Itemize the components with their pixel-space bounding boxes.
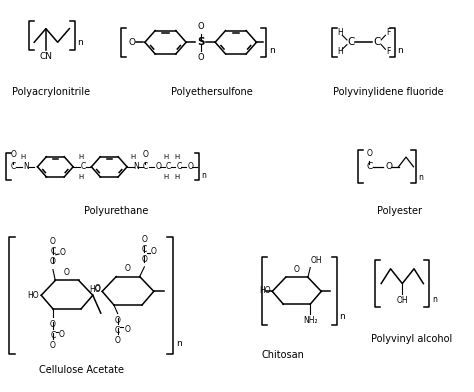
Text: H: H — [174, 174, 179, 180]
Text: C: C — [366, 162, 373, 171]
Text: n: n — [176, 339, 182, 348]
Text: OH: OH — [396, 296, 408, 305]
Text: H: H — [130, 154, 136, 160]
Text: C: C — [347, 37, 355, 47]
Text: H: H — [174, 154, 179, 160]
Text: n: n — [432, 295, 437, 304]
Text: HO: HO — [27, 291, 39, 300]
Text: C: C — [166, 162, 171, 171]
Text: H: H — [21, 154, 26, 160]
Text: F: F — [386, 47, 391, 56]
Text: C: C — [50, 331, 55, 340]
Text: O: O — [125, 265, 131, 274]
Text: NH₂: NH₂ — [303, 316, 318, 325]
Text: CN: CN — [39, 52, 53, 61]
Text: O: O — [197, 22, 204, 31]
Text: O: O — [155, 162, 161, 171]
Text: O: O — [197, 53, 204, 62]
Text: Cellulose Acetate: Cellulose Acetate — [38, 365, 124, 375]
Text: O: O — [10, 150, 16, 159]
Text: C: C — [81, 162, 86, 171]
Text: OH: OH — [310, 256, 322, 265]
Text: C: C — [10, 162, 16, 171]
Text: O: O — [115, 336, 120, 345]
Text: Polyacrylonitrile: Polyacrylonitrile — [11, 87, 90, 97]
Text: C: C — [177, 162, 182, 171]
Text: H: H — [164, 154, 169, 160]
Text: N: N — [133, 162, 139, 171]
Text: C: C — [142, 245, 147, 254]
Text: S: S — [197, 37, 204, 47]
Text: O: O — [124, 325, 130, 334]
Text: O: O — [50, 320, 56, 329]
Text: H: H — [79, 154, 84, 160]
Text: C: C — [143, 162, 148, 171]
Text: O: O — [142, 150, 148, 159]
Text: n: n — [201, 171, 207, 180]
Text: C: C — [115, 326, 120, 335]
Text: n: n — [398, 46, 403, 55]
Text: Polyvinylidene fluoride: Polyvinylidene fluoride — [333, 87, 444, 97]
Text: O: O — [294, 265, 300, 274]
Text: O: O — [115, 316, 120, 325]
Text: O: O — [50, 257, 56, 266]
Text: C: C — [373, 37, 381, 47]
Text: Polyvinyl alcohol: Polyvinyl alcohol — [371, 334, 452, 344]
Text: HO: HO — [259, 286, 271, 295]
Text: n: n — [77, 38, 83, 47]
Text: F: F — [386, 28, 391, 37]
Text: n: n — [339, 312, 345, 321]
Text: O: O — [59, 330, 64, 339]
Text: Polyester: Polyester — [377, 206, 422, 216]
Text: O: O — [188, 162, 193, 171]
Text: O: O — [141, 255, 147, 264]
Text: C: C — [50, 247, 55, 256]
Text: O: O — [151, 247, 157, 256]
Text: O: O — [366, 149, 373, 158]
Text: O: O — [128, 38, 135, 47]
Text: n: n — [269, 46, 274, 55]
Text: O: O — [94, 284, 100, 293]
Text: H: H — [337, 47, 343, 56]
Text: H: H — [79, 174, 84, 180]
Text: H: H — [337, 28, 343, 37]
Text: Polyethersulfone: Polyethersulfone — [172, 87, 253, 97]
Text: O: O — [141, 235, 147, 244]
Text: O: O — [50, 237, 56, 246]
Text: Polyurethane: Polyurethane — [84, 206, 148, 216]
Text: N: N — [23, 162, 29, 171]
Text: HO: HO — [90, 285, 101, 294]
Text: O: O — [64, 269, 70, 278]
Text: H: H — [164, 174, 169, 180]
Text: O: O — [60, 248, 66, 257]
Text: n: n — [419, 173, 424, 182]
Text: O: O — [50, 341, 56, 350]
Text: O: O — [385, 162, 392, 171]
Text: Chitosan: Chitosan — [261, 350, 304, 360]
